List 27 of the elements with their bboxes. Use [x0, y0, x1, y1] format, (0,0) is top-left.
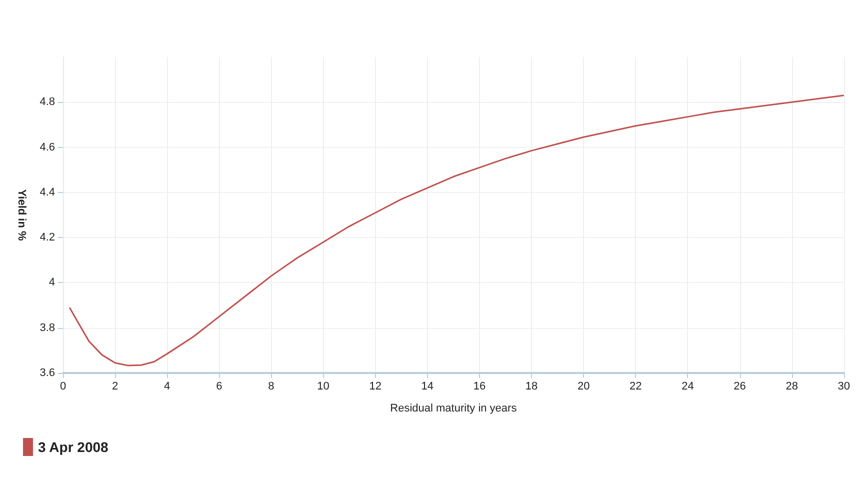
x-tick-label: 24	[682, 380, 694, 392]
y-tick-label: 4.6	[40, 141, 55, 154]
x-tick-label: 8	[268, 380, 274, 392]
x-tick-label: 12	[369, 380, 382, 392]
x-tick-label: 26	[734, 380, 746, 392]
x-tick-label: 6	[216, 380, 222, 392]
y-tick-label: 3.8	[40, 322, 55, 334]
y-axis-title: Yield in %	[16, 189, 28, 241]
line-series	[68, 94, 845, 366]
x-tick-label: 22	[630, 380, 642, 392]
x-tick-label: 16	[473, 380, 486, 392]
y-tick-label: 4.4	[40, 186, 55, 198]
x-tick-label: 28	[786, 380, 798, 392]
y-tick-label: 4.8	[40, 96, 55, 108]
x-tick-label: 18	[525, 380, 538, 392]
x-tick-label: 20	[577, 380, 590, 392]
x-tick-label: 30	[838, 380, 850, 392]
y-tick-label: 4	[48, 276, 55, 289]
x-tick-label: 10	[317, 380, 330, 392]
x-tick-label: 14	[421, 380, 434, 392]
x-tick-label: 2	[112, 380, 118, 392]
x-tick-label: 0	[60, 380, 66, 392]
x-tick-label: 4	[164, 380, 170, 392]
legend-label: 3 Apr 2008	[38, 439, 109, 455]
y-tick-label: 3.6	[40, 367, 55, 379]
x-axis-title: Residual maturity in years	[390, 402, 518, 414]
y-tick-label: 4.2	[40, 232, 55, 244]
